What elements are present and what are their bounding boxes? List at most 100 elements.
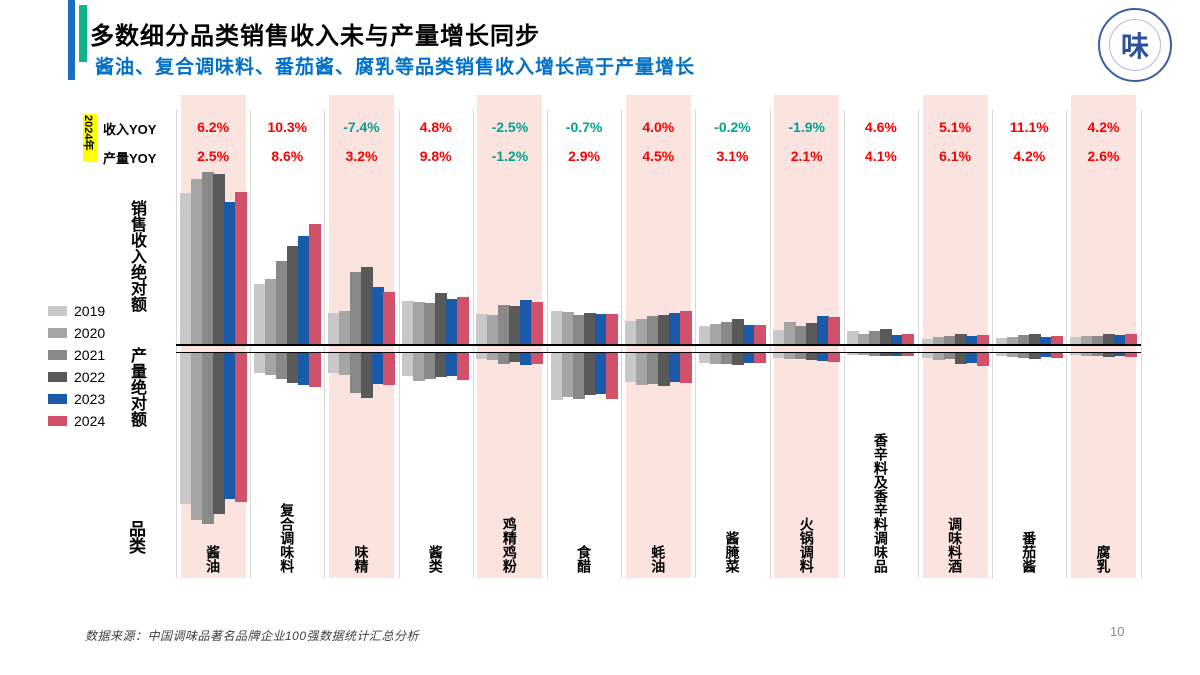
legend-item: 2019 [48,300,105,322]
category-label: 火锅调料 [798,517,815,573]
legend-label: 2022 [74,369,106,385]
sales-bar [212,174,225,346]
production-bar [869,352,882,356]
production-yoy-value: -1.2% [491,148,529,164]
production-bar [234,352,247,502]
production-bar [921,352,934,358]
sales-bar [1080,336,1093,346]
logo-ring: 味 [1109,19,1161,71]
production-yoy-value: 4.2% [1013,148,1046,164]
production-yoy-value: 8.6% [271,148,304,164]
data-source-note: 数据来源：中国调味品著名品牌企业100强数据统计汇总分析 [85,629,420,643]
sales-bar [1028,334,1041,346]
production-bar [457,352,470,380]
sales-bar [932,337,945,346]
sales-bar [1050,336,1063,346]
production-bar [880,352,893,356]
sales-bar [1091,336,1104,346]
sales-bar [583,313,596,346]
production-axis-label: 产量绝对额 [128,347,145,427]
category-label: 蚝油 [650,545,667,573]
production-bar [1050,352,1063,358]
sales-bar [1069,337,1082,346]
legend-swatch-2022 [48,372,67,382]
sales-bar [605,314,618,346]
legend: 2019 2020 2021 2022 2023 2024 [48,300,105,432]
production-bar [360,352,373,398]
production-bar [847,352,860,355]
sales-bar [976,335,989,346]
category-label: 复合调味料 [279,503,296,573]
production-bar [635,352,648,385]
production-bar [264,352,277,375]
sales-bar [954,334,967,346]
production-bar [806,352,819,360]
revenue-yoy-row-label: 收入YOY [103,122,157,137]
sales-bar [869,331,882,346]
production-bar [742,352,755,363]
legend-item: 2022 [48,366,105,388]
production-yoy-value: 3.1% [716,148,749,164]
production-bar [1006,352,1019,357]
sales-bar [795,326,808,346]
revenue-yoy-value: 6.2% [197,119,230,135]
page-number: 10 [1110,624,1125,639]
production-bar [550,352,563,400]
production-bar [828,352,841,362]
sales-bar [487,315,500,346]
revenue-yoy-value: 4.6% [864,119,897,135]
production-bar [1102,352,1115,357]
sales-bar [817,316,830,346]
legend-label: 2020 [74,325,106,341]
legend-swatch-2020 [48,328,67,338]
production-yoy-value: 2.5% [197,148,230,164]
production-bar [190,352,203,520]
production-bar [1080,352,1093,356]
sales-bar [253,284,266,346]
sales-bar [382,292,395,346]
revenue-yoy-value: 4.2% [1087,119,1120,135]
production-bar [561,352,574,397]
sales-bar [657,315,670,346]
sales-bar [753,325,766,346]
sales-bar [698,326,711,346]
category-label: 番茄酱 [1021,531,1038,573]
production-bar [371,352,384,384]
year-2024-tag-label: 2024年 [82,115,94,151]
production-bar [338,352,351,375]
production-bar [668,352,681,382]
legend-swatch-2021 [48,350,67,360]
sales-bar [476,314,489,346]
production-bar [605,352,618,399]
sales-bar [943,336,956,346]
production-bar [657,352,670,386]
legend-swatch-2023 [48,394,67,404]
revenue-yoy-value: 5.1% [939,119,972,135]
sales-bar [308,224,321,346]
production-bar [583,352,596,395]
legend-label: 2019 [74,303,106,319]
sales-bar [646,316,659,346]
production-bar [212,352,225,514]
production-bar [646,352,659,384]
revenue-yoy-value: 10.3% [267,119,308,135]
production-bar [349,352,362,393]
production-yoy-value: 3.2% [345,148,378,164]
production-yoy-value: 2.6% [1087,148,1120,164]
sales-bar [720,322,733,346]
production-bar [487,352,500,360]
category-label: 酱类 [427,545,444,573]
category-label: 酱腌菜 [724,531,741,573]
sales-bar [624,321,637,346]
revenue-yoy-value: -2.5% [491,119,529,135]
production-yoy-value: 9.8% [419,148,452,164]
legend-item: 2020 [48,322,105,344]
production-bar [424,352,437,379]
sales-bar [1017,335,1030,346]
sales-bar [360,267,373,346]
production-bar [435,352,448,377]
production-bar [382,352,395,385]
sales-bar [201,172,214,346]
production-bar [297,352,310,385]
